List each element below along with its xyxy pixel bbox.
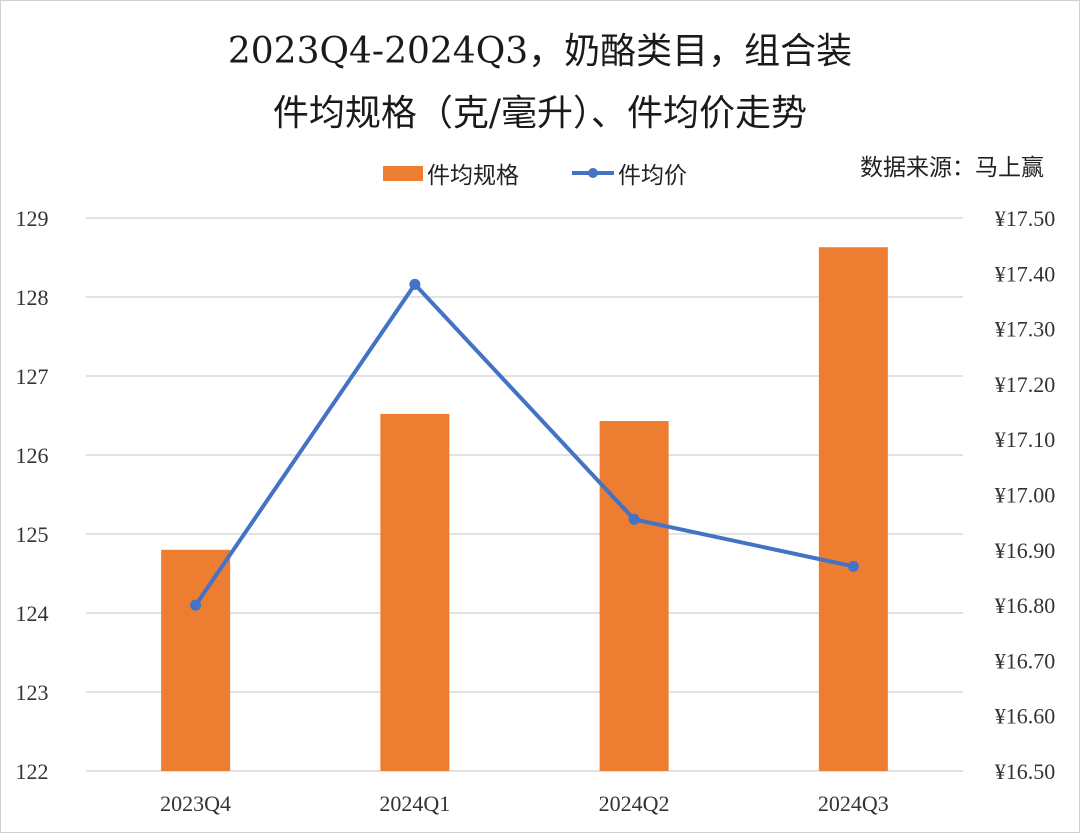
price-point-2024Q1 xyxy=(409,278,421,290)
price-line xyxy=(193,282,854,607)
price-point-2023Q4 xyxy=(190,599,202,611)
y-left-tick-label: 129 xyxy=(16,206,49,231)
y-left-tick-label: 126 xyxy=(16,443,49,468)
y-right-tick-label: ¥16.90 xyxy=(995,538,1056,563)
y-right-tick-label: ¥17.40 xyxy=(995,261,1056,286)
y-left-tick-label: 125 xyxy=(16,522,49,547)
bar-2024Q3 xyxy=(818,247,888,772)
y-left-tick-label: 124 xyxy=(16,601,49,626)
y-left-tick-label: 123 xyxy=(16,680,49,705)
legend-bar: 件均规格 xyxy=(383,156,519,190)
chart-title-line2: 件均规格（克/毫升）、件均价走势 xyxy=(272,93,808,134)
y-right-tick-label: ¥16.80 xyxy=(995,593,1056,618)
price-point-2024Q3 xyxy=(847,560,859,572)
legend-line: 件均价 xyxy=(570,156,687,190)
x-tick-label: 2023Q4 xyxy=(160,791,231,816)
y-left-tick-label: 122 xyxy=(16,759,49,784)
bar-2023Q4 xyxy=(161,549,231,771)
y-right-tick-label: ¥17.10 xyxy=(995,427,1056,452)
bar-2024Q2 xyxy=(599,421,669,771)
x-tick-label: 2024Q2 xyxy=(599,791,670,816)
legend-line-label: 件均价 xyxy=(618,163,687,189)
y-right-tick-label: ¥16.60 xyxy=(995,704,1056,729)
y-right-tick-label: ¥17.50 xyxy=(995,206,1056,231)
legend-line-swatch xyxy=(572,168,614,178)
y-right-tick-label: ¥17.30 xyxy=(995,317,1056,342)
y-left-tick-label: 127 xyxy=(16,364,49,389)
legend-bar-label: 件均规格 xyxy=(427,163,519,189)
y-right-tick-label: ¥16.50 xyxy=(995,759,1056,784)
y-right-tick-label: ¥17.20 xyxy=(995,372,1056,397)
x-tick-label: 2024Q1 xyxy=(379,791,450,816)
y-right-tick-label: ¥17.00 xyxy=(995,483,1056,508)
price-point-2024Q2 xyxy=(628,513,640,525)
chart-title-line1: 2023Q4-2024Q3，奶酪类目，组合装 xyxy=(227,31,853,72)
data-source-note: 数据来源：马上赢 xyxy=(860,155,1044,181)
y-left-tick-label: 128 xyxy=(16,285,49,310)
legend-bar-swatch xyxy=(383,165,423,181)
x-tick-label: 2024Q3 xyxy=(818,791,889,816)
bar-2024Q1 xyxy=(380,413,450,771)
y-right-tick-label: ¥16.70 xyxy=(995,648,1056,673)
